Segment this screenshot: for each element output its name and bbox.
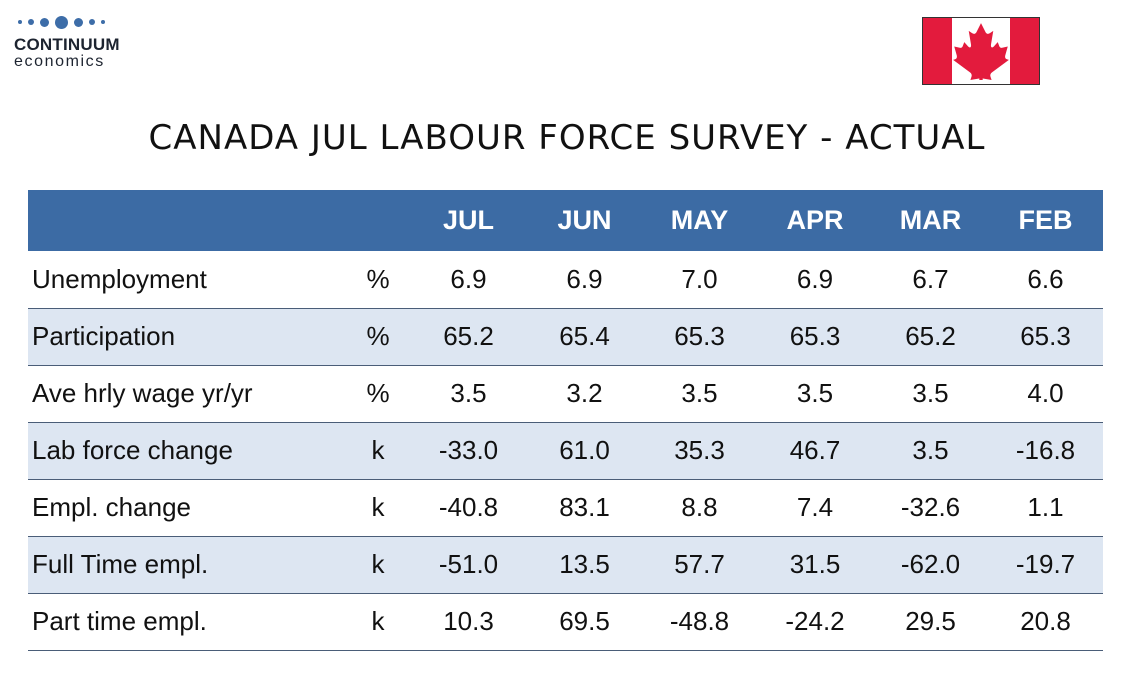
row-label: Ave hrly wage yr/yr (32, 378, 253, 408)
table-cell: 35.3 (674, 435, 725, 465)
table-row: Unemployment % 6.9 6.9 7.0 6.9 6.7 6.6 (28, 251, 1103, 308)
table-cell: 6.9 (796, 263, 834, 294)
table-cell: 13.5 (559, 549, 610, 579)
column-header: JUN (557, 205, 612, 235)
table-cell: 3.5 (681, 378, 718, 408)
column-header: MAY (670, 205, 729, 235)
row-label: Participation (32, 321, 176, 351)
table-cell: 46.7 (789, 435, 841, 465)
row-label: Full Time empl. (32, 549, 209, 579)
table-cell: 6.7 (912, 263, 949, 294)
table-header-row: JUL JUN MAY APR MAR FEB (28, 190, 1103, 251)
logo-subtitle: economics (14, 53, 105, 70)
table-cell: -32.6 (900, 492, 961, 522)
row-label: Part time empl. (32, 606, 207, 636)
table-cell: 7.0 (681, 263, 718, 294)
table-cell: 6.9 (566, 263, 603, 294)
table-row: Ave hrly wage yr/yr % 3.5 3.2 3.5 3.5 3.… (28, 365, 1103, 422)
header-label-blank (28, 190, 346, 251)
table-cell: 10.3 (443, 606, 494, 636)
table-cell: -19.7 (1015, 549, 1076, 579)
maple-leaf-icon (953, 23, 1009, 80)
table-cell: -40.8 (438, 492, 499, 522)
table-cell: -48.8 (669, 606, 730, 636)
page-title: CANADA JUL LABOUR FORCE SURVEY - ACTUAL (148, 118, 986, 158)
row-unit: % (366, 263, 390, 294)
table-row: Participation % 65.2 65.4 65.3 65.3 65.2… (28, 308, 1103, 365)
canada-flag-icon (922, 17, 1040, 85)
table-cell: 65.4 (559, 321, 610, 351)
row-unit: k (371, 435, 385, 465)
row-unit: k (371, 549, 385, 579)
table-cell: 65.2 (905, 321, 956, 351)
table-cell: 8.8 (681, 492, 718, 522)
row-label: Empl. change (32, 492, 191, 522)
logo-dots (18, 14, 144, 30)
table-cell: -33.0 (438, 435, 499, 465)
table-cell: 20.8 (1020, 606, 1071, 636)
table-cell: 83.1 (559, 492, 610, 522)
table-row: Empl. change k -40.8 83.1 8.8 7.4 -32.6 … (28, 479, 1103, 536)
row-label: Unemployment (32, 263, 207, 294)
row-unit: % (366, 378, 390, 408)
company-logo: CONTINUUM economics (14, 14, 144, 76)
table-cell: -51.0 (438, 549, 499, 579)
table-cell: 7.4 (796, 492, 834, 522)
table-cell: 3.2 (566, 378, 603, 408)
table-cell: 29.5 (905, 606, 956, 636)
table-cell: 3.5 (450, 378, 487, 408)
table-cell: 61.0 (559, 435, 610, 465)
column-header: JUL (442, 205, 494, 235)
table-cell: 3.5 (912, 378, 949, 408)
table-cell: 6.6 (1027, 263, 1064, 294)
table-cell: 65.3 (674, 321, 725, 351)
logo-name: CONTINUUM (14, 35, 120, 54)
table-cell: 31.5 (789, 549, 841, 579)
column-header: MAR (899, 205, 962, 235)
column-header: APR (786, 205, 844, 235)
table-cell: -16.8 (1015, 435, 1076, 465)
table-row: Part time empl. k 10.3 69.5 -48.8 -24.2 … (28, 593, 1103, 650)
labour-force-table: JUL JUN MAY APR MAR FEB Unemployment % 6… (28, 190, 1103, 651)
row-unit: k (371, 492, 385, 522)
table-cell: 57.7 (674, 549, 725, 579)
row-unit: % (366, 321, 390, 351)
table-cell: 65.3 (1020, 321, 1071, 351)
row-unit: k (371, 606, 385, 636)
table-cell: 4.0 (1027, 378, 1064, 408)
table-cell: 3.5 (912, 435, 949, 465)
table-cell: 3.5 (796, 378, 834, 408)
table-cell: -62.0 (900, 549, 961, 579)
table-row: Full Time empl. k -51.0 13.5 57.7 31.5 -… (28, 536, 1103, 593)
row-label: Lab force change (32, 435, 233, 465)
table-cell: 69.5 (559, 606, 610, 636)
header-unit-blank (346, 190, 410, 251)
table-cell: 1.1 (1027, 492, 1064, 522)
table-cell: -24.2 (785, 606, 845, 636)
table-cell: 65.2 (443, 321, 494, 351)
column-header: FEB (1018, 205, 1073, 235)
table-cell: 6.9 (450, 263, 487, 294)
table-row: Lab force change k -33.0 61.0 35.3 46.7 … (28, 422, 1103, 479)
table-cell: 65.3 (789, 321, 841, 351)
